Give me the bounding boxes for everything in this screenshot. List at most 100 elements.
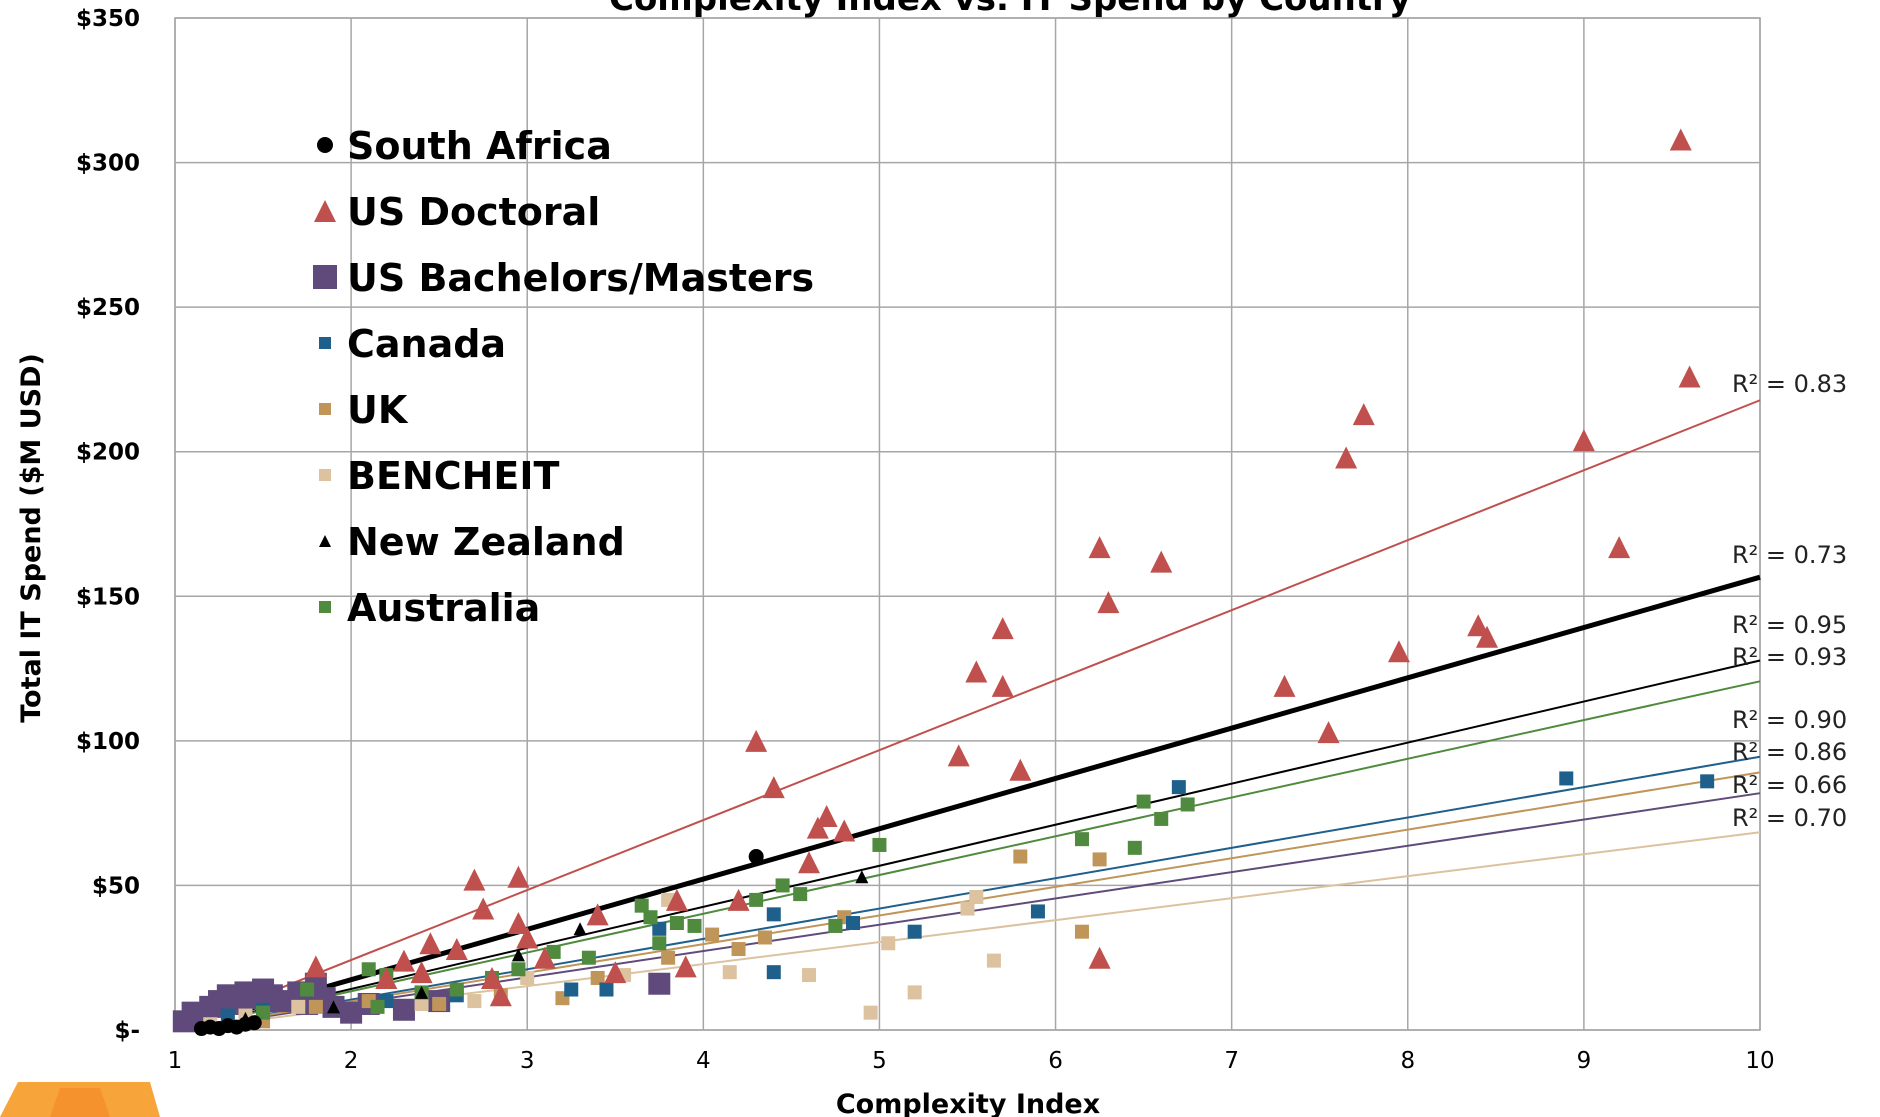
data-point xyxy=(727,888,750,911)
data-point xyxy=(516,926,539,949)
data-point xyxy=(775,878,790,893)
data-point xyxy=(256,1005,271,1020)
data-point xyxy=(564,982,579,997)
y-tick-label: $250 xyxy=(76,295,140,321)
data-point xyxy=(1180,797,1195,812)
data-point xyxy=(749,892,764,907)
legend-marker xyxy=(319,601,331,613)
x-tick-label: 10 xyxy=(1745,1048,1774,1074)
data-point xyxy=(947,744,970,767)
legend-label: Australia xyxy=(347,586,540,630)
r-squared-label: R² = 0.93 xyxy=(1732,643,1847,671)
data-point xyxy=(590,970,605,985)
data-point xyxy=(1092,852,1107,867)
legend-marker xyxy=(314,200,336,222)
x-tick-label: 6 xyxy=(1048,1048,1063,1074)
data-point xyxy=(1700,774,1715,789)
r-squared-label: R² = 0.90 xyxy=(1732,706,1847,734)
data-point xyxy=(1608,536,1631,559)
data-point xyxy=(370,999,385,1014)
x-tick-label: 8 xyxy=(1400,1048,1415,1074)
data-point xyxy=(300,982,315,997)
data-point xyxy=(489,984,512,1007)
r-squared-label: R² = 0.86 xyxy=(1732,738,1847,766)
data-point xyxy=(669,916,684,931)
x-tick-label: 5 xyxy=(872,1048,887,1074)
data-point xyxy=(1136,794,1151,809)
x-tick-label: 7 xyxy=(1224,1048,1239,1074)
r-squared-label: R² = 0.66 xyxy=(1732,771,1847,799)
axes: 1 2 3 4 5 6 7 8 9 10 $- $50 $100 $150 $200 $250 $300 $350 xyxy=(76,6,1775,1074)
data-point xyxy=(881,936,896,951)
data-point xyxy=(546,944,561,959)
data-point xyxy=(1150,550,1173,573)
chart-title: Complexity Index vs. IT Spend by Country xyxy=(609,0,1411,19)
data-point xyxy=(1097,591,1120,614)
legend-marker xyxy=(313,265,337,289)
data-point xyxy=(762,776,785,799)
data-point xyxy=(793,887,808,902)
x-tick-label: 2 xyxy=(344,1048,359,1074)
data-point xyxy=(674,955,697,978)
data-point xyxy=(748,849,764,865)
data-point xyxy=(604,961,627,984)
data-point xyxy=(687,918,702,933)
data-point xyxy=(661,950,676,965)
x-tick-label: 4 xyxy=(696,1048,711,1074)
y-tick-label: $100 xyxy=(76,729,140,755)
data-point xyxy=(361,962,376,977)
data-point xyxy=(1154,811,1169,826)
data-point xyxy=(1171,780,1186,795)
trendline xyxy=(245,659,1761,1015)
legend: South Africa US Doctoral US Bachelors/Mast… xyxy=(313,124,814,630)
data-point xyxy=(308,999,323,1014)
data-point xyxy=(1013,849,1028,864)
grid xyxy=(174,17,1761,1031)
r-squared-label: R² = 0.73 xyxy=(1732,541,1847,569)
data-point xyxy=(1088,536,1111,559)
legend-marker xyxy=(319,337,331,349)
data-point xyxy=(507,912,530,935)
data-point xyxy=(1352,403,1375,426)
data-point xyxy=(449,982,464,997)
data-point xyxy=(392,998,415,1021)
data-point xyxy=(833,819,856,842)
data-point xyxy=(986,953,1001,968)
data-point xyxy=(533,946,556,969)
data-point xyxy=(340,1001,363,1024)
data-point xyxy=(481,966,503,989)
data-point xyxy=(802,968,816,983)
data-point xyxy=(1476,625,1499,648)
data-point xyxy=(1387,640,1410,663)
data-point xyxy=(291,999,306,1014)
data-point xyxy=(745,729,768,752)
x-tick-label: 1 xyxy=(168,1048,183,1074)
data-point xyxy=(1074,832,1089,847)
y-tick-label: $350 xyxy=(76,6,140,32)
r2-labels: R² = 0.73 R² = 0.83 R² = 0.66 R² = 0.90 R² =… xyxy=(1732,370,1847,832)
data-points xyxy=(172,128,1715,1037)
data-point xyxy=(1074,924,1089,939)
data-point xyxy=(246,1015,262,1031)
data-point xyxy=(991,617,1014,640)
data-point xyxy=(507,865,530,888)
plot-area xyxy=(174,17,1761,1031)
data-point xyxy=(1467,614,1490,637)
data-point xyxy=(1317,721,1340,744)
y-tick-label: $50 xyxy=(92,873,140,899)
data-point xyxy=(731,942,746,957)
data-point xyxy=(581,950,596,965)
data-point xyxy=(419,932,442,955)
y-tick-label: $- xyxy=(114,1018,140,1044)
data-point xyxy=(855,870,869,884)
data-point xyxy=(969,889,984,904)
trendline xyxy=(245,399,1761,1003)
data-point xyxy=(573,922,587,936)
data-point xyxy=(511,962,526,977)
data-point xyxy=(652,921,667,936)
data-point xyxy=(445,938,468,961)
x-axis-label: Complexity Index xyxy=(836,1089,1100,1117)
data-point xyxy=(414,996,429,1011)
data-point xyxy=(1335,446,1358,469)
